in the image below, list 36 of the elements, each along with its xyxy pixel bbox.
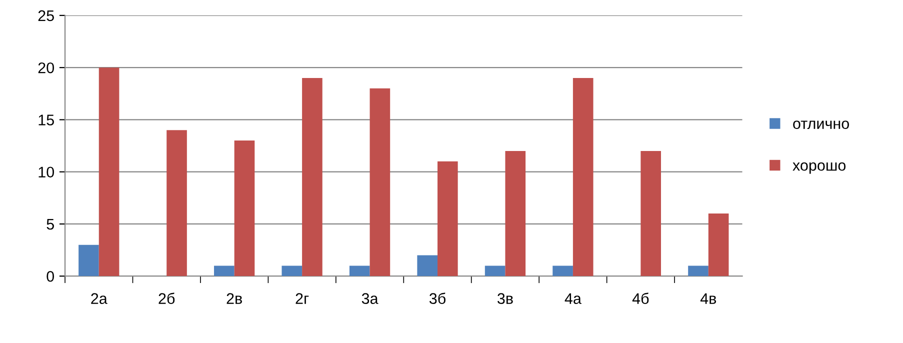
bar (417, 255, 438, 276)
legend-label: отлично (793, 120, 849, 130)
bar (708, 214, 729, 276)
x-tick-label: 3а (362, 293, 378, 304)
bar (98, 68, 120, 276)
bar (282, 266, 302, 276)
y-tick-label: 5 (46, 219, 54, 230)
bar (484, 266, 506, 276)
y-tick-label: 10 (38, 166, 54, 178)
x-tick-label: 2г (296, 293, 309, 304)
x-tick-label: 2а (91, 293, 108, 304)
bar (234, 140, 255, 276)
bar (349, 266, 370, 276)
bar (552, 266, 573, 276)
y-tick-label: 25 (38, 10, 54, 22)
x-tick-label: 2в (226, 293, 242, 304)
bar (688, 266, 708, 276)
x-tick-label: 4б (632, 292, 649, 304)
bar (214, 266, 234, 276)
bar (166, 130, 187, 276)
x-tick-label: 3в (498, 293, 513, 304)
y-tick-label: 0 (46, 270, 54, 282)
y-tick-label: 15 (38, 114, 54, 126)
legend-label: хорошо (792, 162, 846, 174)
bar (438, 161, 458, 276)
y-tick-label: 20 (38, 62, 54, 74)
bar (370, 88, 390, 276)
bar (78, 244, 99, 276)
x-tick-label: 3б (429, 292, 446, 304)
x-tick-label: 2б (158, 292, 175, 304)
bar (302, 78, 322, 276)
bar (572, 78, 594, 276)
x-tick-label: 4а (564, 293, 582, 304)
x-tick-label: 4в (700, 293, 716, 304)
bar (640, 150, 661, 276)
bar (505, 150, 526, 276)
